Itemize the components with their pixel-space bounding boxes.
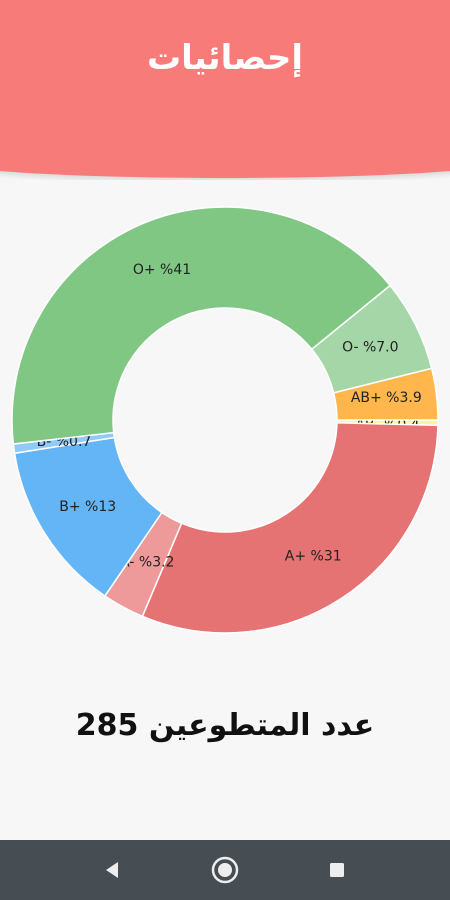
donut-chart-svg: AB- %0.4A+ %31A- %3.2B+ %13B- %0.7O+ %41… xyxy=(11,206,439,634)
slice-label: O- %7.0 xyxy=(342,339,398,355)
system-nav-bar xyxy=(0,840,450,900)
slice-label: AB+ %3.9 xyxy=(351,390,422,406)
volunteer-count-label: عدد المتطوعين xyxy=(148,708,375,743)
volunteer-count-value: 285 xyxy=(75,708,139,743)
back-icon[interactable] xyxy=(98,855,128,885)
slice-o-negpos[interactable] xyxy=(11,206,392,445)
volunteer-count-line: عدد المتطوعين 285 xyxy=(0,708,450,743)
home-icon[interactable] xyxy=(210,855,240,885)
slice-label: A+ %31 xyxy=(285,548,342,564)
donut-chart: AB- %0.4A+ %31A- %3.2B+ %13B- %0.7O+ %41… xyxy=(0,200,450,640)
slice-label: O+ %41 xyxy=(133,262,191,278)
app-header: إحصائيات xyxy=(0,0,450,180)
slice-a-negpos[interactable] xyxy=(141,422,439,634)
slice-label: A- %3.2 xyxy=(120,555,174,571)
header-background xyxy=(0,0,450,178)
slice-ab-negpos[interactable] xyxy=(332,367,439,421)
recents-icon[interactable] xyxy=(322,855,352,885)
page-title: إحصائيات xyxy=(146,38,303,78)
slice-label: B+ %13 xyxy=(59,499,116,515)
